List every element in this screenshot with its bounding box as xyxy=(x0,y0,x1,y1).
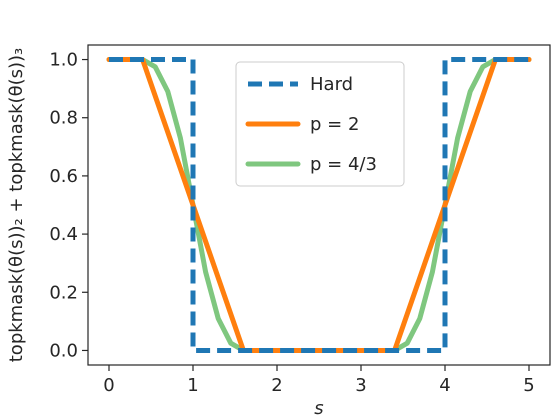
legend-box xyxy=(235,61,405,187)
legend: Hard p = 2 p = 4/3 xyxy=(235,61,405,187)
x-tick-label: 1 xyxy=(187,375,198,396)
y-tick-label: 0.8 xyxy=(49,108,78,129)
x-tick-label: 5 xyxy=(523,375,534,396)
plot-area xyxy=(87,44,551,366)
y-axis: 0.0 0.2 0.4 0.6 0.8 1.0 xyxy=(49,50,88,361)
x-axis-label: s xyxy=(314,398,323,419)
legend-label: p = 2 xyxy=(310,114,359,135)
legend-label: Hard xyxy=(310,74,353,95)
y-tick-label: 0.2 xyxy=(49,282,78,303)
y-tick-label: 0.0 xyxy=(49,340,78,361)
y-tick-label: 1.0 xyxy=(49,50,78,71)
legend-label: p = 4/3 xyxy=(310,154,377,175)
y-tick-label: 0.6 xyxy=(49,166,78,187)
x-tick-label: 0 xyxy=(103,375,114,396)
x-tick-label: 2 xyxy=(271,375,282,396)
x-tick-label: 3 xyxy=(355,375,366,396)
x-axis: 0 1 2 3 4 5 xyxy=(103,365,535,396)
y-tick-label: 0.4 xyxy=(49,224,78,245)
y-axis-label: topkmask(θ(s))₂ + topkmask(θ(s))₃ xyxy=(6,48,27,363)
x-tick-label: 4 xyxy=(439,375,450,396)
series-layer xyxy=(106,57,532,353)
plot-frame xyxy=(87,44,551,366)
series-line-0 xyxy=(109,57,529,353)
